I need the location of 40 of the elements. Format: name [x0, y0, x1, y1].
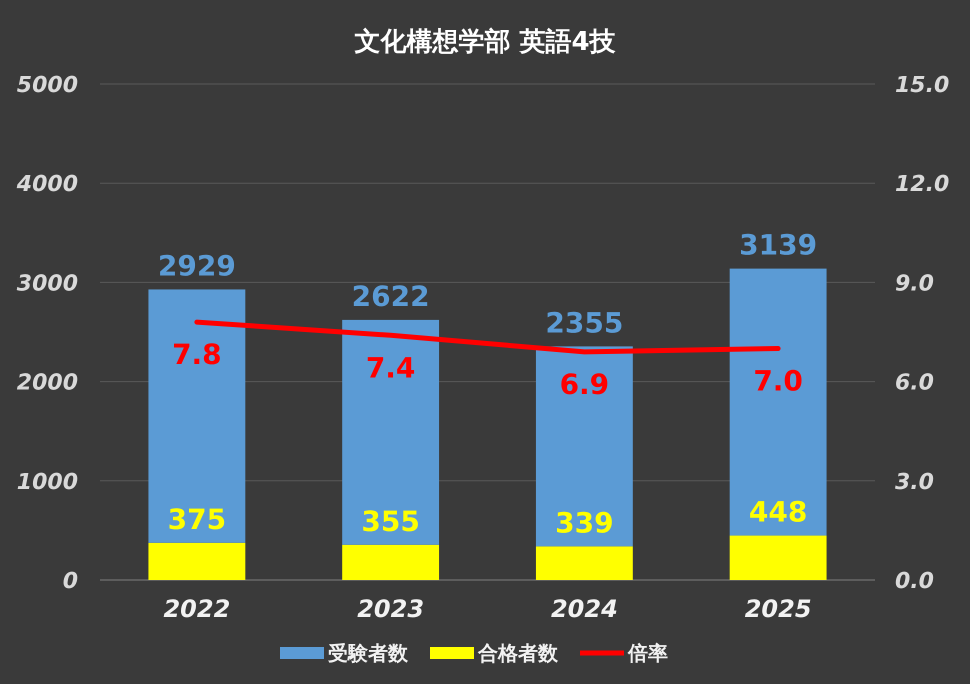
y-tick-label: 1000	[16, 470, 78, 495]
chart-title: 文化構想学部 英語4技	[354, 27, 617, 57]
bar	[730, 536, 827, 580]
y-tick-label: 5000	[16, 73, 78, 98]
x-tick-label: 2022	[163, 595, 230, 623]
y-tick-label: 4000	[16, 172, 78, 198]
x-tick-label: 2024	[550, 595, 618, 623]
total-label: 2355	[545, 306, 624, 340]
total-label: 2929	[158, 249, 236, 282]
y-tick-label: 0	[62, 569, 78, 594]
data-label: 7.8	[172, 338, 222, 372]
y2-tick-label: 0.0	[895, 569, 934, 594]
x-tick-label: 2025	[744, 595, 812, 623]
y2-tick-label: 3.0	[895, 470, 934, 495]
y2-tick-label: 9.0	[895, 271, 934, 296]
data-label: 355	[361, 504, 420, 538]
bar	[536, 546, 633, 580]
y2-tick-label: 6.0	[895, 370, 934, 396]
total-label: 3139	[739, 228, 818, 262]
data-label: 339	[555, 506, 614, 540]
legend-label: 合格者数	[477, 641, 559, 665]
x-tick-label: 2023	[357, 595, 424, 623]
bar	[148, 289, 246, 543]
bar	[536, 346, 633, 546]
data-label: 6.9	[560, 368, 610, 401]
bar	[730, 268, 827, 536]
y2-tick-label: 15.0	[895, 73, 950, 98]
legend-label: 倍率	[627, 641, 668, 665]
bar	[342, 320, 440, 545]
bar	[342, 544, 440, 580]
bar	[148, 542, 246, 580]
y2-tick-label: 12.0	[895, 172, 950, 198]
data-label: 7.0	[753, 364, 803, 398]
legend-label: 受験者数	[328, 641, 409, 665]
data-label: 375	[168, 502, 226, 536]
y-tick-label: 3000	[16, 271, 78, 296]
data-label: 448	[748, 496, 808, 529]
data-label: 7.4	[366, 351, 416, 384]
total-label: 2622	[352, 280, 430, 313]
y-tick-label: 2000	[16, 370, 78, 396]
